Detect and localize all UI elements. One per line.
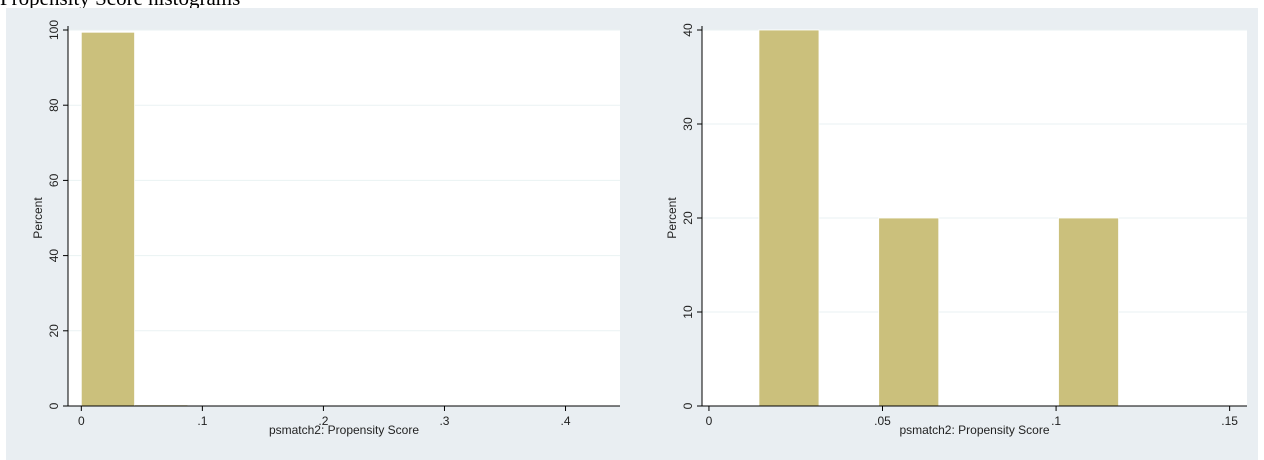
y-tick-label: 60 (47, 173, 61, 187)
x-tick-label: 0 (706, 414, 713, 428)
x-tick-label: .1 (197, 414, 207, 428)
y-axis-label: Percent (31, 197, 45, 239)
histogram-panel-left: 0 20 40 60 80 100 0 .1 .2 .3 .4 psmatch2: Propensit… (6, 8, 632, 460)
y-tick-label: 10 (681, 305, 695, 319)
y-tick-label: 100 (47, 20, 61, 40)
y-axis-label: Percent (665, 197, 679, 239)
figure-caption: Propensity Score histograms (0, 0, 240, 11)
x-axis-label: psmatch2: Propensity Score (269, 423, 419, 437)
histogram-chart-left: 0 20 40 60 80 100 0 .1 .2 .3 .4 psmatch2: Propensit… (31, 20, 620, 437)
x-tick-label: .2 (318, 414, 328, 428)
y-tick-label: 20 (47, 324, 61, 338)
x-tick-label: .3 (439, 414, 449, 428)
y-tick-label: 80 (47, 98, 61, 112)
histogram-chart-right: 0 10 20 30 40 0 .05 .1 .15 psmatch2: Propensity S… (665, 23, 1247, 437)
histogram-bar (1058, 217, 1119, 406)
x-tick-label: .05 (874, 414, 891, 428)
y-tick-label: 30 (681, 117, 695, 131)
histogram-bar (758, 29, 820, 406)
x-tick-label: .1 (1051, 414, 1061, 428)
plot-area (68, 30, 620, 406)
y-tick-label: 40 (681, 23, 695, 37)
y-tick-label: 40 (47, 249, 61, 263)
histogram-bar (80, 31, 135, 406)
histogram-bar (878, 217, 940, 406)
y-tick-label: 0 (681, 402, 695, 409)
x-axis-label: psmatch2: Propensity Score (899, 423, 1049, 437)
y-tick-label: 20 (681, 211, 695, 225)
y-tick-label: 0 (47, 402, 61, 409)
histogram-panel-right: 0 10 20 30 40 0 .05 .1 .15 psmatch2: Propensity S… (632, 8, 1258, 460)
x-tick-label: 0 (78, 414, 85, 428)
x-tick-label: .15 (1221, 414, 1238, 428)
x-tick-label: .4 (561, 414, 571, 428)
